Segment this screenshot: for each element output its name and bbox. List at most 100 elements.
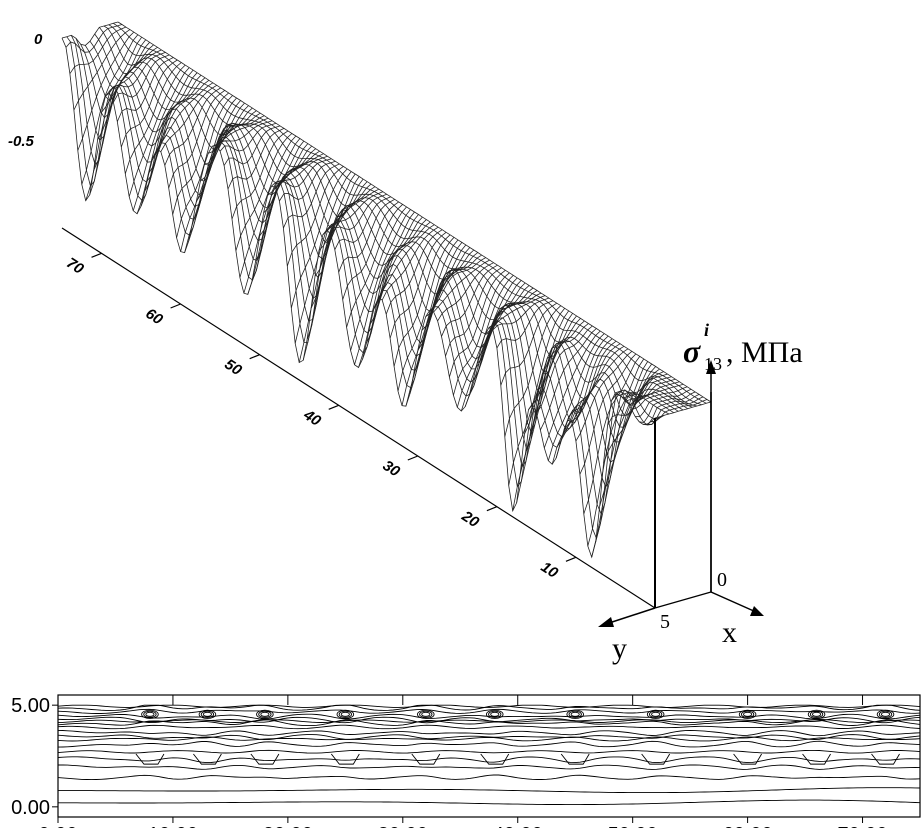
surface-gridline-cross-4 [639, 391, 696, 423]
surface-gridline-cross-143 [89, 39, 147, 195]
contour-loop-3-1 [338, 710, 352, 718]
surface-gridline-long-6 [89, 40, 684, 428]
contour-loop-5-0 [490, 711, 500, 717]
surface-gridline-cross-20 [575, 350, 633, 442]
front-base-line [654, 591, 712, 609]
surface-gridline-cross-103 [247, 140, 305, 295]
contour-line-11 [57, 740, 921, 748]
contour-band-0 [135, 753, 165, 765]
contour-loop-4-2 [417, 709, 435, 719]
contour-loop-10-2 [876, 709, 895, 719]
contour-band-6 [560, 753, 590, 765]
length-tick-label-4: 50 [221, 356, 245, 380]
length-tick-mark-6 [91, 252, 102, 258]
contour-loop-6-1 [568, 710, 582, 718]
surface-gridline-cross-93 [286, 166, 344, 267]
surface-gridline-cross-24 [559, 340, 617, 445]
surface-gridline-cross-33 [524, 318, 581, 435]
surface-gridline-cross-109 [223, 125, 281, 166]
surface-gridline-cross-32 [528, 320, 585, 410]
surface-gridline-cross-70 [377, 224, 435, 299]
surface-gridline-cross-13 [603, 368, 660, 463]
surface-gridline-cross-107 [231, 130, 289, 220]
contour-line-12 [57, 749, 921, 754]
surface-gridline-cross-81 [334, 196, 391, 250]
surface-gridline-cross-38 [504, 305, 562, 437]
z-axis-label: σ i 13 , МПа [683, 320, 803, 374]
surface-gridline-long-4 [98, 27, 693, 408]
contour-loop-0-0 [145, 711, 155, 717]
surface-gridline-cross-14 [599, 366, 656, 507]
contour-loop-7-2 [646, 709, 665, 719]
length-tick-mark-1 [486, 506, 498, 512]
surface-gridline-cross-15 [595, 363, 653, 542]
y-axis-label: y [612, 632, 627, 665]
surface-gridline-cross-75 [358, 211, 415, 368]
contour-loop-5-1 [488, 710, 502, 718]
z-axis-arrowhead [706, 360, 716, 374]
surface-gridline-cross-145 [81, 34, 139, 185]
surface-gridline-cross-28 [543, 330, 601, 449]
contour-line-10 [57, 736, 921, 742]
contour-band-4 [411, 753, 441, 765]
surface-gridline-cross-146 [77, 31, 135, 151]
surface-gridline-long-3 [103, 25, 698, 407]
length-tick-label-2: 30 [380, 457, 404, 481]
surface-gridline-cross-41 [492, 297, 550, 331]
surface-gridline-cross-44 [480, 290, 538, 348]
contour-line-7 [57, 724, 921, 730]
length-tick-label-6: 70 [63, 254, 87, 278]
z-axis-label-unit: , МПа [726, 336, 803, 369]
y-axis-arrow [605, 607, 656, 625]
contour-y-ticks: 0.00 5.00 [11, 695, 58, 819]
surface-gridline-cross-23 [563, 343, 621, 430]
surface-gridline-cross-1 [650, 399, 708, 423]
surface-gridline-cross-97 [271, 155, 328, 187]
contour-x-tick-label-1: 10.00 [148, 824, 198, 828]
surface-gridline-cross-96 [275, 158, 332, 188]
surface-gridline-cross-150 [61, 21, 119, 46]
surface-gridline-cross-37 [508, 308, 566, 486]
surface-gridline-cross-83 [326, 191, 384, 230]
contour-loop-10-1 [878, 710, 893, 718]
surface-gridline-cross-17 [587, 358, 645, 547]
surface-gridline-cross-63 [405, 242, 463, 407]
surface-gridline-cross-50 [456, 275, 514, 408]
contour-y-tick-label-1: 5.00 [11, 695, 50, 717]
contour-line-15 [57, 774, 921, 781]
surface-gridline-cross-12 [607, 371, 664, 426]
surface-gridline-cross-91 [294, 171, 352, 344]
surface-gridline-cross-108 [227, 128, 285, 190]
surface-gridline-cross-66 [393, 234, 451, 367]
surface-gridline-cross-120 [180, 97, 237, 252]
surface-gridline-cross-26 [551, 335, 609, 465]
surface-plot: 0 -0.5 10 20 30 40 50 60 70 0 5 y x σ i 13 , М… [8, 21, 803, 665]
contour-plot: 0.0010.0020.0030.0040.0050.0060.0070.00 … [11, 694, 921, 828]
contour-loop-0-1 [143, 710, 157, 718]
surface-gridline-cross-116 [196, 107, 253, 202]
contour-loop-10-0 [880, 711, 891, 717]
surface-gridline-cross-133 [128, 64, 186, 197]
surface-gridline-cross-52 [449, 269, 506, 378]
length-tick-mark-2 [407, 455, 419, 461]
surface-gridline-cross-126 [156, 82, 214, 150]
contour-x-tick-label-0: 0.00 [39, 824, 78, 828]
surface-gridline-cross-132 [132, 67, 190, 211]
surface-gridline-cross-29 [540, 328, 597, 431]
surface-gridline-cross-105 [239, 135, 297, 278]
length-tick-mark-3 [328, 404, 339, 410]
contour-loop-2-2 [256, 709, 274, 719]
surface-gridline-cross-68 [385, 229, 443, 315]
surface-gridline-cross-42 [488, 295, 546, 328]
surface-gridline-cross-122 [172, 92, 229, 215]
length-tick-mark-4 [249, 354, 260, 360]
surface-gridline-cross-98 [267, 153, 324, 196]
surface-gridline-cross-79 [342, 201, 399, 300]
surface-gridline-cross-102 [251, 143, 309, 283]
contour-loop-3-2 [336, 709, 355, 719]
surface-gridline-cross-119 [184, 100, 241, 253]
contour-band-3 [330, 753, 360, 765]
contour-loop-0-2 [141, 709, 159, 719]
surface-gridline-cross-106 [235, 133, 293, 251]
